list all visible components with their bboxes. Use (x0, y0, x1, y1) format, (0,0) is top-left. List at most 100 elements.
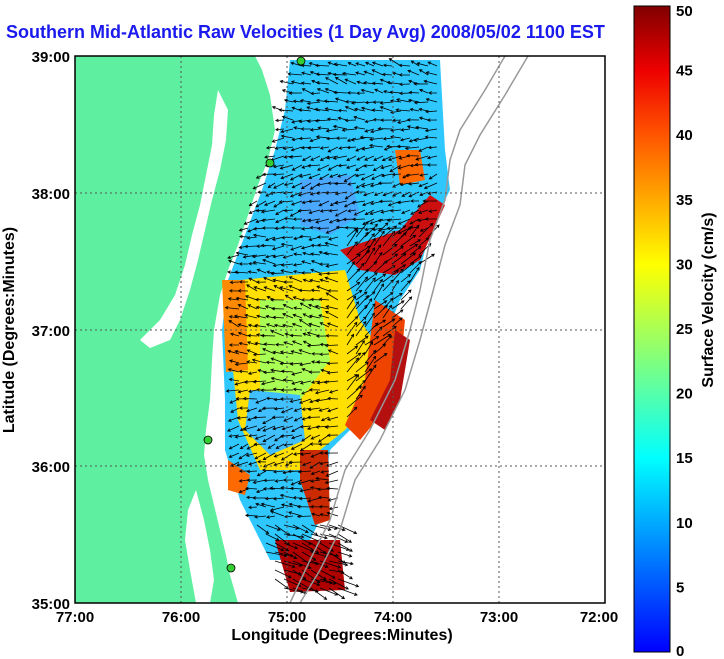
velocity-arrow (370, 128, 384, 134)
velocity-arrow (301, 368, 312, 373)
velocity-arrow (308, 387, 321, 392)
velocity-arrow (318, 250, 330, 256)
velocity-arrow (364, 155, 375, 161)
velocity-arrow (316, 360, 330, 364)
velocity-arrow (239, 425, 249, 431)
velocity-arrow (369, 143, 384, 148)
velocity-arrow (337, 533, 353, 543)
velocity-arrow (318, 200, 330, 207)
velocity-arrow (290, 245, 303, 251)
velocity-arrow (302, 278, 312, 283)
velocity-arrow (344, 78, 357, 85)
velocity-arrow (265, 145, 276, 150)
velocity-arrow (306, 343, 321, 348)
velocity-arrow (400, 296, 413, 310)
velocity-arrow (273, 182, 285, 189)
velocity-arrow (346, 374, 358, 382)
velocity-arrow (310, 587, 328, 600)
velocity-arrow (235, 251, 249, 256)
velocity-arrow (298, 398, 312, 404)
velocity-arrow (410, 209, 420, 215)
velocity-arrow (391, 264, 407, 274)
velocity-arrow (346, 227, 358, 238)
velocity-arrow (337, 560, 354, 566)
velocity-arrow (274, 569, 292, 579)
colorbar-tick: 25 (676, 321, 693, 338)
velocity-arrow (389, 99, 402, 103)
velocity-arrow (363, 164, 375, 168)
velocity-arrow (289, 486, 303, 491)
velocity-arrow (310, 434, 321, 440)
velocity-arrow (289, 362, 303, 366)
velocity-arrow (275, 443, 285, 449)
velocity-arrow (347, 182, 357, 186)
velocity-arrow (364, 61, 375, 67)
velocity-arrow (260, 502, 276, 508)
velocity-arrow (364, 322, 379, 337)
velocity-arrow (251, 358, 267, 364)
velocity-arrow (301, 542, 320, 554)
velocity-arrow (343, 200, 357, 208)
velocity-arrow (363, 70, 375, 76)
velocity-arrow (423, 182, 438, 190)
velocity-arrow (253, 286, 267, 292)
bathymetry-contour (299, 56, 529, 603)
velocity-arrow (300, 127, 312, 131)
velocity-arrow (400, 262, 415, 274)
velocity-arrow (399, 82, 411, 87)
velocity-arrow (289, 173, 303, 181)
velocity-arrow (273, 323, 285, 328)
velocity-arrow (355, 385, 366, 400)
velocity-arrow (270, 357, 285, 364)
velocity-arrow (391, 225, 407, 238)
velocity-arrow (246, 478, 258, 482)
velocity-arrow (272, 315, 285, 320)
velocity-arrow (317, 495, 330, 500)
velocity-arrow (409, 107, 420, 112)
velocity-arrow (328, 578, 349, 590)
velocity-arrow (274, 146, 285, 150)
velocity-arrow (310, 268, 321, 274)
velocity-arrow (369, 209, 384, 215)
velocity-arrow (293, 407, 303, 412)
velocity-arrow (301, 389, 312, 395)
velocity-arrow (354, 173, 366, 178)
velocity-arrow (292, 99, 303, 104)
velocity-arrow (364, 272, 378, 283)
velocity-arrow (257, 459, 267, 464)
velocity-arrow (227, 259, 240, 265)
velocity-arrow (251, 254, 267, 259)
velocity-arrow (346, 301, 359, 319)
velocity-arrow (327, 349, 339, 355)
velocity-arrow (319, 146, 330, 150)
velocity-arrow (308, 314, 321, 319)
velocity-arrow (280, 242, 294, 247)
velocity-arrow (228, 452, 240, 458)
velocity-arrow (273, 469, 285, 474)
velocity-arrow (274, 560, 296, 569)
velocity-arrow (282, 303, 294, 310)
velocity-arrow (382, 325, 397, 337)
velocity-arrow (234, 349, 249, 355)
velocity-arrow (314, 119, 330, 123)
velocity-arrow (299, 98, 312, 103)
velocity-arrow (282, 378, 294, 382)
velocity-arrow (416, 62, 429, 67)
velocity-arrow (346, 394, 363, 409)
velocity-arrow (417, 200, 429, 208)
velocity-arrow (283, 280, 294, 284)
velocity-arrow (363, 191, 375, 197)
velocity-arrow (272, 278, 285, 283)
velocity-arrow (297, 208, 312, 213)
velocity-arrow (346, 345, 359, 355)
velocity-arrow (400, 234, 417, 247)
velocity-arrow (341, 128, 357, 132)
velocity-arrow (346, 91, 357, 95)
velocity-arrow (310, 479, 321, 483)
velocity-arrow (426, 163, 438, 167)
velocity-arrow (391, 309, 404, 319)
velocity-arrow (302, 313, 312, 319)
velocity-arrow (244, 513, 258, 518)
x-tick: 77:00 (56, 609, 94, 626)
velocity-arrow (262, 487, 276, 491)
